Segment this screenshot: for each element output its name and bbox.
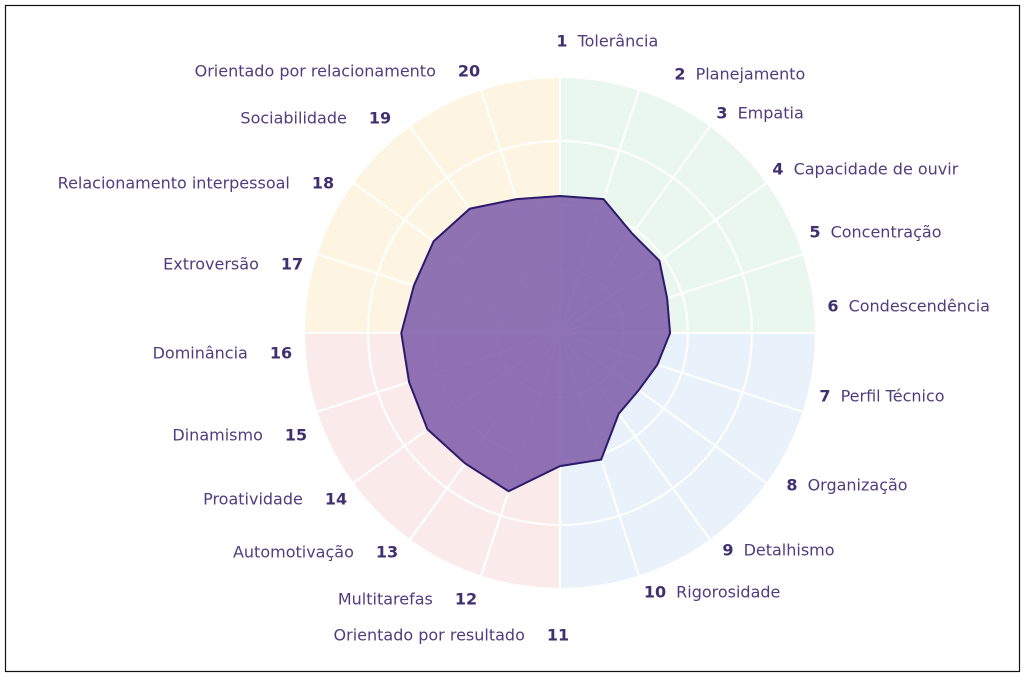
axis-label: Detalhismo [744, 541, 835, 560]
axis-label: Orientado por resultado [334, 626, 525, 645]
axis-number: 5 [809, 223, 820, 242]
axis-number: 6 [827, 297, 838, 316]
axis-number: 17 [281, 255, 303, 274]
axis-number: 13 [376, 543, 398, 562]
axis-number: 20 [458, 62, 480, 81]
axis-label: Planejamento [696, 65, 806, 84]
axis-label: Extroversão [163, 255, 259, 274]
axis-label: Concentração [831, 223, 942, 242]
axis-number: 19 [369, 109, 391, 128]
axis-number: 4 [772, 160, 783, 179]
axis-label: Empatia [738, 104, 804, 123]
axis-number: 11 [547, 626, 569, 645]
axis-label: Perfil Técnico [841, 387, 945, 406]
axis-number: 1 [556, 32, 567, 51]
axis-number: 8 [786, 476, 797, 495]
axis-number: 7 [819, 387, 830, 406]
axis-label: Multitarefas [338, 590, 433, 609]
axis-number: 12 [455, 590, 477, 609]
axis-label: Dinamismo [172, 426, 262, 445]
axis-number: 2 [674, 65, 685, 84]
axis-label: Relacionamento interpessoal [58, 174, 290, 193]
axis-number: 9 [722, 541, 733, 560]
axis-label: Proatividade [203, 490, 303, 509]
radar-area [400, 195, 672, 493]
axis-number: 3 [716, 104, 727, 123]
axis-label: Organização [808, 476, 908, 495]
axis-label: Capacidade de ouvir [794, 160, 959, 179]
axis-number: 14 [325, 490, 347, 509]
axis-label: Orientado por relacionamento [195, 62, 436, 81]
axis-label: Tolerância [577, 32, 659, 51]
axis-number: 15 [285, 426, 307, 445]
axis-label: Dominância [153, 344, 248, 363]
axis-number: 10 [644, 583, 666, 602]
axis-label: Sociabilidade [240, 109, 346, 128]
axis-number: 16 [270, 344, 292, 363]
axis-label: Rigorosidade [676, 583, 780, 602]
axis-number: 18 [312, 174, 334, 193]
axis-label: Automotivação [233, 543, 354, 562]
axis-label: Condescendência [849, 297, 990, 316]
